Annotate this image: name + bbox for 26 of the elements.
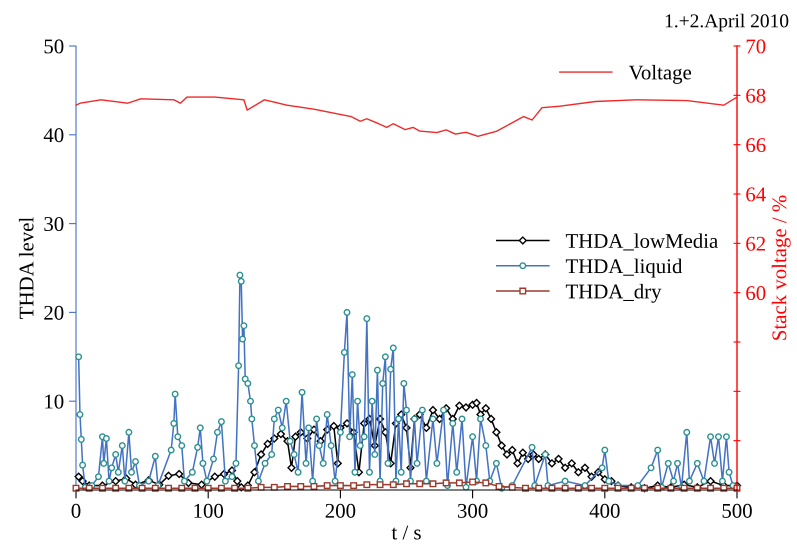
- y-tick-label: 30: [44, 216, 64, 232]
- x-tick-label: 100: [194, 504, 224, 518]
- legend-label: THDA_lowMedia: [566, 233, 718, 250]
- y2-tick-label: 66: [746, 138, 766, 152]
- y2-tick-label: 60: [746, 286, 766, 300]
- x-tick-label: 500: [722, 504, 752, 518]
- x-tick-label: 300: [458, 504, 488, 518]
- y-tick-label: 20: [44, 306, 64, 320]
- y2-tick-label: 62: [746, 236, 766, 251]
- x-tick-label: 400: [590, 504, 620, 518]
- legend-label: Voltage: [628, 64, 692, 84]
- x-tick-label: 200: [326, 504, 356, 518]
- line-series: [75, 96, 738, 137]
- y2-tick-label: 64: [746, 187, 766, 202]
- y-tick-label: 40: [44, 128, 64, 142]
- y-tick-label: 10: [45, 394, 64, 409]
- legend-label: THDA_liquid: [566, 258, 682, 278]
- y2-tick-label: 70: [746, 39, 766, 54]
- x-tick-label: 0: [72, 504, 80, 518]
- chart-title: 1.+2.April 2010: [666, 14, 788, 32]
- x-axis-title: t / s: [392, 526, 421, 540]
- y2-axis-title: Stack voltage / %: [772, 196, 791, 340]
- y2-tick-label: 68: [746, 88, 766, 103]
- y-axis-title: THDA level: [18, 217, 34, 319]
- y-tick-label: 50: [44, 39, 64, 54]
- legend-label: THDA_dry: [566, 284, 662, 303]
